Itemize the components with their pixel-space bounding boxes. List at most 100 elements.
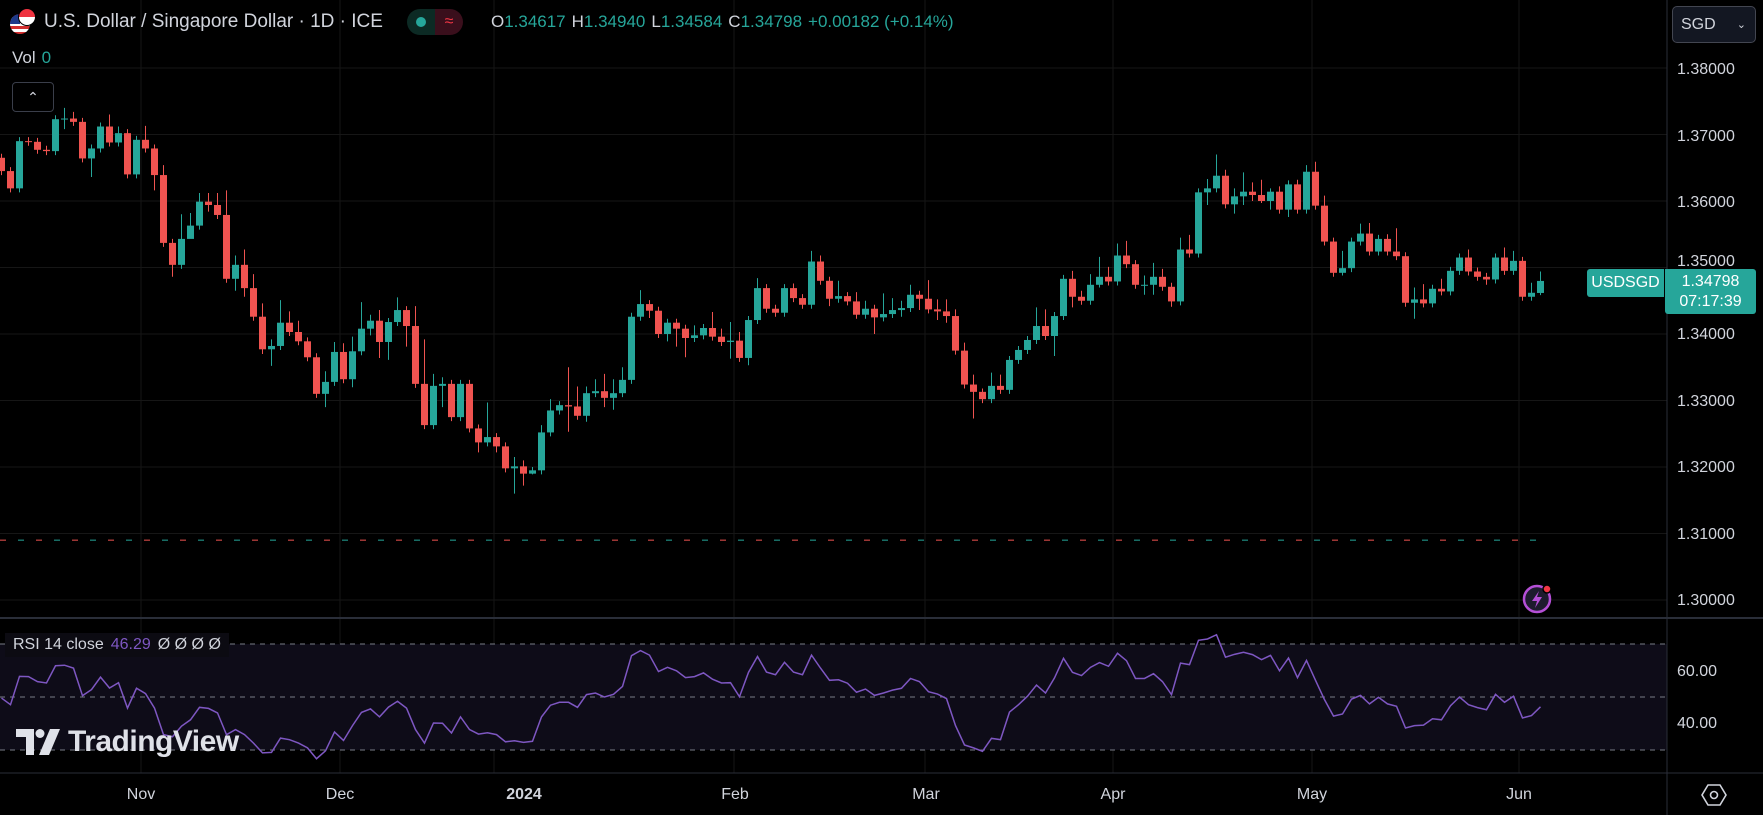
candle-body [1060, 278, 1067, 317]
candle [322, 371, 329, 408]
candle-body [16, 141, 23, 189]
candle [1474, 267, 1481, 281]
candle-body [349, 351, 356, 380]
high-label: H [571, 12, 584, 31]
candle-body [7, 171, 14, 189]
candle [1285, 180, 1292, 217]
candle-body [331, 351, 338, 382]
candle-body [1483, 276, 1490, 280]
collapse-legend-button[interactable]: ⌃ [12, 82, 54, 112]
candle-body [223, 214, 230, 279]
candle [457, 379, 464, 422]
candle-body [1222, 175, 1229, 205]
candle-body [169, 242, 176, 265]
candle-body [1231, 196, 1238, 205]
candle-body [1465, 257, 1472, 272]
candle-body [295, 332, 302, 342]
candle-body [1474, 271, 1481, 277]
candle-body [1438, 288, 1445, 292]
candle [1465, 249, 1472, 276]
symbol-price-tag: USDSGD [1587, 269, 1664, 297]
time-label: Dec [325, 786, 355, 803]
candle [43, 145, 50, 156]
candle-body [1519, 260, 1526, 297]
candle-body [34, 141, 41, 150]
candle-body [232, 264, 239, 279]
candle-body [1069, 278, 1076, 297]
candle-body [1429, 288, 1436, 304]
symbol-header: U.S. Dollar / Singapore Dollar · 1D · IC… [10, 8, 954, 36]
open-value: 1.34617 [504, 12, 566, 31]
candle [1429, 284, 1436, 308]
candle-body [889, 310, 896, 315]
price-label: 1.34000 [1677, 326, 1735, 343]
time-label: Apr [1100, 786, 1126, 803]
candle [934, 299, 941, 321]
candle-body [1141, 284, 1148, 286]
candle-body [1258, 195, 1265, 201]
candle [556, 401, 563, 415]
candle-body [466, 383, 473, 429]
rsi-line [1, 633, 1542, 760]
candle-body [133, 139, 140, 175]
candle [376, 310, 383, 358]
settings-icon[interactable] [1701, 782, 1727, 808]
candle-body [97, 126, 104, 149]
candle [1501, 247, 1508, 275]
candle [835, 280, 842, 303]
price-label: 1.37000 [1677, 127, 1735, 145]
candle [799, 294, 806, 309]
candle [1069, 270, 1076, 308]
candle-body [241, 264, 248, 289]
price-label: 1.38000 [1677, 61, 1735, 78]
candle [1195, 188, 1202, 258]
candle-body [862, 308, 869, 315]
candle [1024, 335, 1031, 354]
candle [601, 373, 608, 408]
candle-body [871, 308, 878, 318]
low-value: 1.34584 [660, 12, 723, 31]
candle-body [673, 322, 680, 329]
candle-body [1051, 316, 1058, 336]
candle-body [844, 296, 851, 302]
candle [943, 299, 950, 323]
currency-selector[interactable]: SGD ⌄ [1672, 6, 1756, 43]
candle-body [979, 391, 986, 400]
candle-body [367, 320, 374, 329]
last-price-value: 1.34798 [1681, 273, 1740, 290]
rsi-legend[interactable]: RSI 14 close 46.29 Ø Ø Ø Ø [5, 633, 229, 657]
candle-body [1393, 251, 1400, 257]
price-label: 1.30000 [1677, 592, 1735, 609]
candle [1375, 234, 1382, 256]
candle [952, 309, 959, 355]
candle [241, 249, 248, 297]
candle [619, 367, 626, 398]
candle [817, 255, 824, 285]
candle-body [79, 121, 86, 159]
candle-body [1375, 238, 1382, 252]
candle [520, 460, 527, 486]
candle-body [61, 118, 68, 120]
candle [142, 125, 149, 153]
candle-body [826, 280, 833, 299]
symbol-title[interactable]: U.S. Dollar / Singapore Dollar · 1D · IC… [44, 11, 383, 32]
candle [889, 298, 896, 319]
low-label: L [651, 12, 661, 31]
candle-body [529, 470, 536, 474]
candle [646, 300, 653, 319]
volume-label: Vol [12, 48, 36, 67]
candle-body [655, 310, 662, 334]
lightning-alert-icon[interactable] [1521, 582, 1555, 616]
candle [160, 165, 167, 247]
candle-body [637, 304, 644, 317]
market-status-toggles[interactable]: ≈ [406, 9, 463, 35]
tradingview-watermark[interactable]: TradingView [16, 725, 239, 759]
candle-body [1366, 233, 1373, 252]
candle-body [781, 288, 788, 313]
candle [367, 314, 374, 336]
candle-body [853, 301, 860, 315]
approx-icon[interactable]: ≈ [434, 9, 463, 35]
status-dot-icon[interactable] [406, 9, 435, 35]
candle [691, 325, 698, 342]
